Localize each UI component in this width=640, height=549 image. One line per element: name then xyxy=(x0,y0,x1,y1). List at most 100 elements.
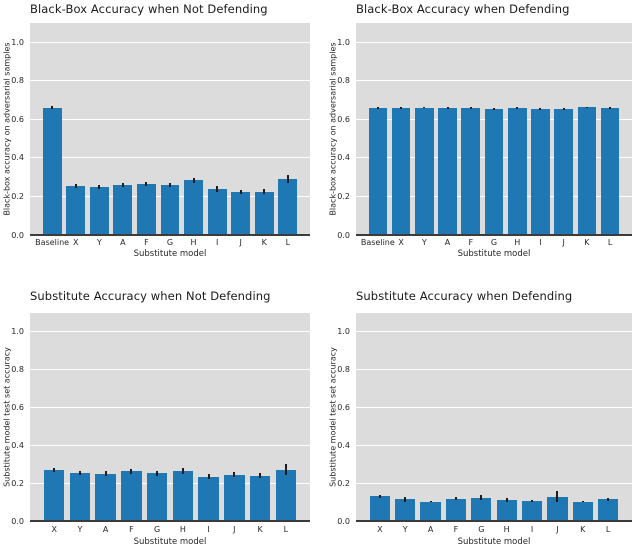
x-tick-label: L xyxy=(605,525,611,534)
chart-title: Substitute Accuracy when Defending xyxy=(356,289,573,303)
x-tick-label: X xyxy=(398,238,404,247)
error-bar xyxy=(531,500,534,503)
bar xyxy=(275,469,297,521)
x-tick-label: J xyxy=(562,238,565,247)
bar xyxy=(531,108,550,235)
x-tick-label: L xyxy=(285,238,291,247)
y-axis-label: Black-box accuracy on adversarial sample… xyxy=(2,42,12,216)
x-tick-label: K xyxy=(580,525,586,534)
chart-title: Substitute Accuracy when Not Defending xyxy=(30,289,271,303)
bar xyxy=(496,500,517,521)
bar xyxy=(395,499,416,521)
bar xyxy=(249,475,271,521)
gridline xyxy=(30,369,310,371)
error-bar xyxy=(446,107,449,109)
bar xyxy=(172,470,194,521)
x-tick-label: G xyxy=(166,238,174,247)
error-bar xyxy=(130,468,133,474)
error-bar xyxy=(284,464,287,475)
y-tick-label: 0.6 xyxy=(11,114,24,124)
error-bar xyxy=(609,107,612,109)
y-axis-label: Black-box accuracy on adversarial sample… xyxy=(328,42,338,216)
plot-area xyxy=(30,313,310,522)
x-tick-label: L xyxy=(607,238,613,247)
error-bar xyxy=(581,500,584,503)
gridline xyxy=(30,80,310,82)
error-bar xyxy=(233,472,236,477)
y-tick-label: 1.0 xyxy=(337,37,350,47)
error-bar xyxy=(156,471,159,476)
chart-title: Black-Box Accuracy when Defending xyxy=(356,2,570,16)
error-bar xyxy=(429,500,432,503)
error-bar xyxy=(145,182,148,186)
bar xyxy=(577,107,597,235)
y-tick-label: 1.0 xyxy=(337,327,350,337)
x-tick-label: I xyxy=(215,238,219,247)
error-bar xyxy=(607,497,610,501)
error-bar xyxy=(505,497,508,503)
x-tick-label: Y xyxy=(96,238,102,247)
y-tick-label: 0.8 xyxy=(11,76,24,86)
y-tick-label: 0.2 xyxy=(11,478,24,488)
bar xyxy=(572,501,593,521)
bar xyxy=(207,188,227,235)
gridline xyxy=(30,118,310,120)
plot-area xyxy=(30,23,310,236)
gridline xyxy=(356,444,632,446)
bar xyxy=(198,476,219,521)
gridline xyxy=(356,331,632,333)
bar xyxy=(137,183,156,235)
bar xyxy=(471,497,492,521)
bar xyxy=(66,185,86,235)
x-tick-label: Baseline xyxy=(360,238,395,247)
x-tick-label: I xyxy=(207,525,210,534)
x-tick-label: I xyxy=(539,238,542,247)
y-tick-label: 1.0 xyxy=(11,37,24,47)
gridline xyxy=(30,482,310,484)
subplot-substitute-defending: Substitute Accuracy when Defending Subst… xyxy=(320,275,640,549)
error-bar xyxy=(98,184,101,189)
y-tick-label: 0.6 xyxy=(337,114,350,124)
bar xyxy=(42,107,62,235)
bar xyxy=(121,471,142,521)
x-tick-label: Y xyxy=(402,525,408,534)
y-tick-label: 0.6 xyxy=(11,403,24,413)
bar xyxy=(89,186,109,235)
y-tick-label: 0.0 xyxy=(337,230,350,240)
gridline xyxy=(356,41,632,43)
bar xyxy=(254,191,274,235)
y-tick-label: 0.4 xyxy=(11,440,24,450)
error-bar xyxy=(562,108,565,111)
x-tick-label: X xyxy=(377,525,383,534)
error-bar xyxy=(121,182,124,188)
error-bar xyxy=(169,182,171,188)
x-tick-label: H xyxy=(503,525,510,534)
bar xyxy=(369,496,390,521)
x-tick-label: Y xyxy=(77,525,83,534)
gridline xyxy=(30,331,310,333)
x-tick-label: I xyxy=(530,525,534,534)
error-bar xyxy=(423,106,426,109)
error-bar xyxy=(263,189,266,194)
y-tick-label: 0.0 xyxy=(11,516,24,526)
x-axis-label: Substitute model xyxy=(133,537,207,547)
error-bar xyxy=(259,473,262,478)
subplot-blackbox-defending: Black-Box Accuracy when Defending Black-… xyxy=(320,0,640,275)
bar xyxy=(461,107,481,235)
error-bar xyxy=(239,189,242,194)
x-tick-label: K xyxy=(261,238,267,247)
bar xyxy=(547,496,568,521)
gridline xyxy=(30,41,310,43)
error-bar xyxy=(404,496,407,503)
x-tick-label: F xyxy=(129,525,134,534)
error-bar xyxy=(539,107,542,110)
y-tick-label: 0.8 xyxy=(337,365,350,375)
bar xyxy=(95,473,116,521)
x-axis-spine xyxy=(30,234,310,236)
gridline xyxy=(356,407,632,409)
error-bar xyxy=(216,185,219,192)
error-bar xyxy=(480,495,483,500)
error-bar xyxy=(207,474,210,479)
bar xyxy=(43,469,65,521)
